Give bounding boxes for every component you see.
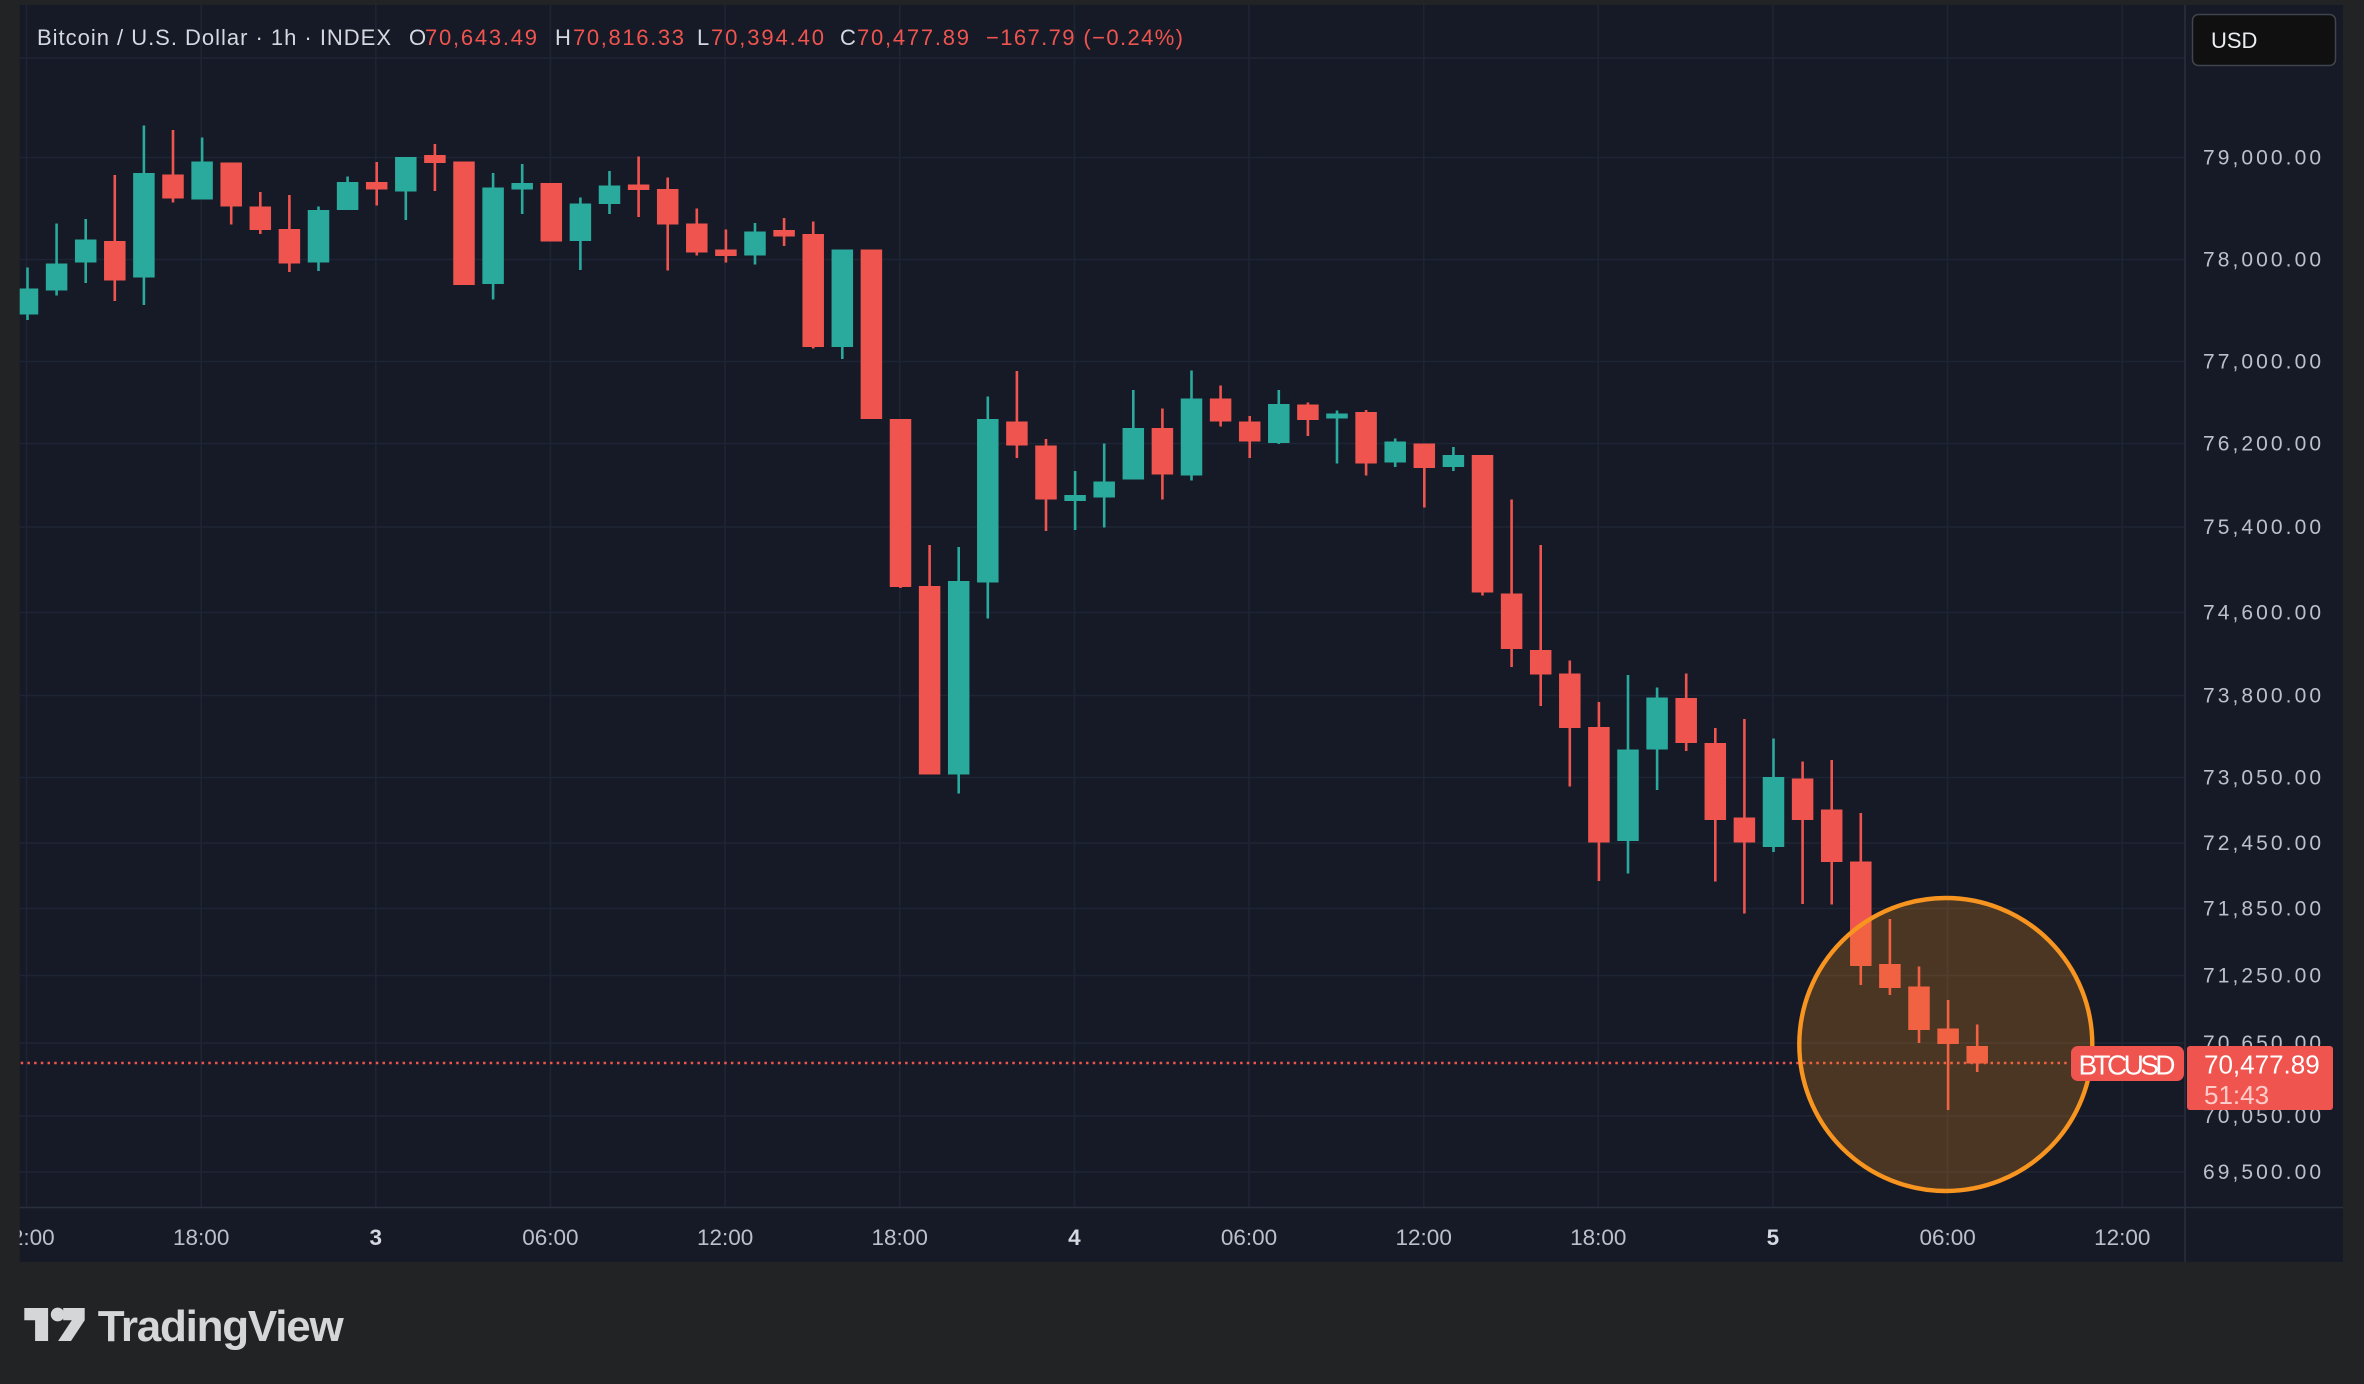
svg-text:H: H <box>555 25 571 50</box>
svg-text:Bitcoin / U.S. Dollar · 1h · I: Bitcoin / U.S. Dollar · 1h · INDEX <box>37 25 391 50</box>
svg-text:12:00: 12:00 <box>2094 1225 2150 1250</box>
svg-text:18:00: 18:00 <box>1570 1225 1626 1250</box>
svg-text:51:43: 51:43 <box>2204 1080 2269 1110</box>
svg-text:75,400.00: 75,400.00 <box>2203 516 2321 539</box>
svg-text:4: 4 <box>1068 1225 1081 1250</box>
svg-text:70,394.40: 70,394.40 <box>711 25 824 50</box>
svg-text:L: L <box>697 25 709 50</box>
svg-text:18:00: 18:00 <box>173 1225 229 1250</box>
svg-text:06:00: 06:00 <box>1919 1225 1975 1250</box>
svg-text:70,477.89: 70,477.89 <box>2204 1050 2320 1080</box>
svg-text:C: C <box>840 25 856 50</box>
svg-text:BTCUSD: BTCUSD <box>2079 1050 2176 1081</box>
svg-text:78,000.00: 78,000.00 <box>2203 249 2321 272</box>
svg-text:79,000.00: 79,000.00 <box>2203 147 2321 170</box>
svg-text:USD: USD <box>2211 28 2257 53</box>
svg-text:69,500.00: 69,500.00 <box>2203 1161 2321 1184</box>
svg-text:71,250.00: 71,250.00 <box>2203 965 2321 988</box>
svg-text:73,800.00: 73,800.00 <box>2203 685 2321 708</box>
svg-text:18:00: 18:00 <box>872 1225 928 1250</box>
svg-text:70,643.49: 70,643.49 <box>425 25 537 50</box>
svg-text:76,200.00: 76,200.00 <box>2203 433 2321 456</box>
svg-text:06:00: 06:00 <box>522 1225 578 1250</box>
svg-text:12:00: 12:00 <box>1396 1225 1452 1250</box>
svg-text:−167.79 (−0.24%): −167.79 (−0.24%) <box>986 25 1183 50</box>
svg-text:70,477.89: 70,477.89 <box>857 25 969 50</box>
svg-text:73,050.00: 73,050.00 <box>2203 767 2321 790</box>
svg-text:06:00: 06:00 <box>1221 1225 1277 1250</box>
svg-text:TradingView: TradingView <box>98 1302 345 1351</box>
svg-text:5: 5 <box>1767 1225 1780 1250</box>
svg-text:74,600.00: 74,600.00 <box>2203 602 2321 625</box>
svg-text:O: O <box>409 25 426 50</box>
svg-text:3: 3 <box>370 1225 383 1250</box>
svg-text:72,450.00: 72,450.00 <box>2203 832 2321 855</box>
svg-text:12:00: 12:00 <box>697 1225 753 1250</box>
svg-text:77,000.00: 77,000.00 <box>2203 351 2321 374</box>
svg-text:71,850.00: 71,850.00 <box>2203 898 2321 921</box>
svg-text:70,816.33: 70,816.33 <box>573 25 684 50</box>
